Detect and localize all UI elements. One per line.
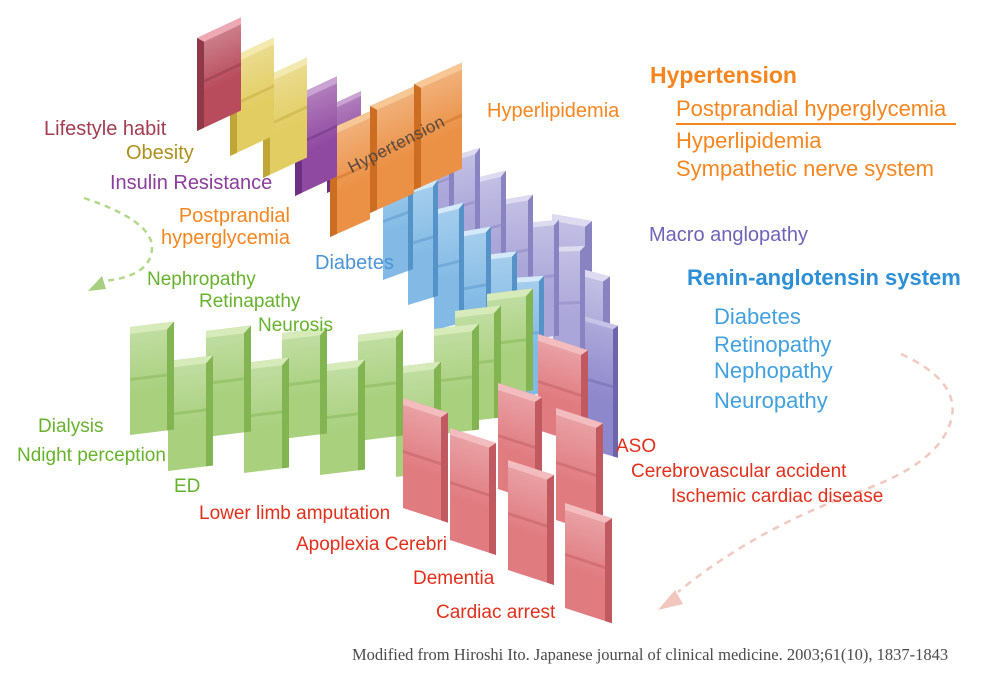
label-hyperlipidemia: Hyperlipidemia: [487, 100, 620, 122]
label-aso: ASO: [616, 436, 657, 457]
label-apoplexia-cerebri: Apoplexia Cerebri: [296, 534, 448, 555]
panel-renin-angiotensin-title: Renin-anglotensin system: [687, 265, 961, 290]
domino-red: [508, 460, 554, 585]
label-retinapathy: Retinapathy: [199, 291, 301, 312]
domino-divider-line: [565, 553, 605, 570]
label-postprandial-hyperglycemia: Postprandial hyperglycemia: [158, 205, 290, 249]
domino-divider-line: [498, 433, 535, 449]
label-cardiac-arrest: Cardiac arrest: [436, 602, 556, 623]
label-neurosis: Neurosis: [258, 315, 333, 336]
label-postprandial-line2: hyperglycemia: [161, 227, 290, 249]
panel-postprandial-underlined: Postprandial hyperglycemia: [676, 96, 957, 126]
panel-renin-item-nephopathy: Nephopathy: [714, 358, 833, 383]
domino-green: [168, 355, 213, 471]
domino-red: [403, 398, 448, 523]
label-dialysis: Dialysis: [38, 416, 104, 437]
panel-hypertension-title: Hypertension: [650, 62, 797, 88]
panel-renin-item-diabetes: Diabetes: [714, 304, 801, 329]
domino-divider-line: [204, 62, 241, 83]
label-postprandial-line1: Postprandial: [178, 205, 290, 227]
domino-divider-line: [556, 461, 596, 478]
domino-green: [130, 321, 174, 435]
label-dementia: Dementia: [413, 568, 495, 589]
panel-hyperlipidemia: Hyperlipidemia: [676, 128, 822, 153]
label-lower-limb-amputation: Lower limb amputation: [199, 503, 391, 524]
domino-divider-line: [450, 481, 489, 497]
domino-divider-line: [383, 210, 408, 224]
citation-text: Modified from Hiroshi Ito. Japanese jour…: [352, 645, 949, 664]
panel-renin-item-retinopathy: Retinopathy: [714, 332, 832, 357]
domino-divider-line: [538, 380, 581, 398]
domino-red: [565, 503, 612, 624]
domino-divider-line: [237, 84, 274, 105]
label-cerebrovascular-accident: Cerebrovascular accident: [631, 461, 847, 482]
domino-divider-line: [584, 376, 613, 389]
label-nephropathy: Nephropathy: [147, 269, 256, 290]
domino-red: [450, 428, 496, 555]
domino-divider-line: [302, 124, 337, 144]
domino-divider-line: [270, 105, 307, 126]
label-insulin-resistance: Insulin Resistance: [110, 172, 273, 194]
domino-divider-line: [130, 373, 167, 382]
panel-renin-item-neuropathy: Neuropathy: [714, 388, 828, 413]
label-diabetes: Diabetes: [315, 252, 394, 274]
panel-sympathetic-nerve-system: Sympathetic nerve system: [676, 156, 934, 181]
label-obesity: Obesity: [126, 142, 194, 164]
label-ischemic-cardiac-disease: Ischemic cardiac disease: [671, 486, 884, 507]
label-macro-angiopathy: Macro anglopathy: [649, 224, 808, 246]
label-night-perception: Ndight perception: [17, 445, 166, 466]
label-lifestyle-habit: Lifestyle habit: [44, 118, 167, 140]
domino-divider-line: [403, 450, 441, 466]
label-ed: ED: [174, 476, 201, 497]
domino-divider-line: [508, 512, 547, 528]
